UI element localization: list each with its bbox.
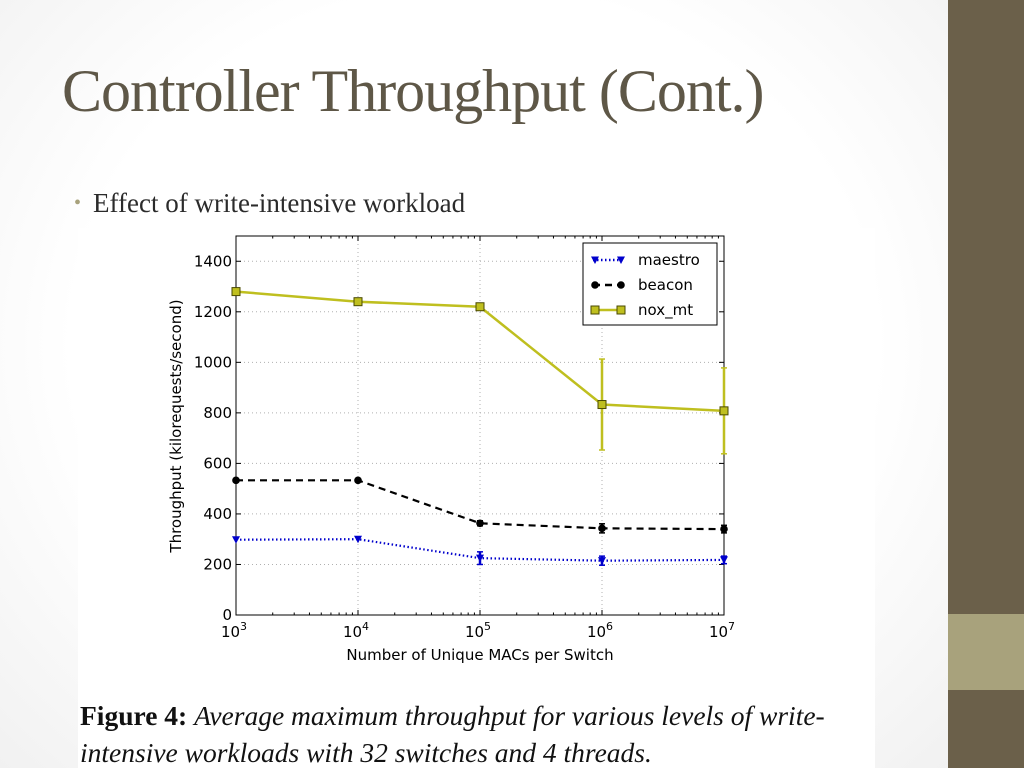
- y-tick-label: 0: [222, 606, 232, 624]
- x-tick-label: 104: [343, 620, 369, 641]
- data-point: [591, 281, 599, 289]
- y-tick-label: 1200: [194, 303, 232, 321]
- data-point: [232, 476, 240, 485]
- data-point: [617, 256, 625, 264]
- data-point: [616, 305, 626, 315]
- data-point: [720, 525, 728, 533]
- data-point: [353, 297, 363, 307]
- axes: 0 200 400 600 800 1000 1200 1400 103 104 105 106 107: [194, 235, 735, 641]
- data-point: [475, 302, 485, 312]
- figure-caption: Figure 4: Average maximum throughput for…: [80, 697, 875, 771]
- slide-title: Controller Throughput (Cont.): [62, 58, 764, 124]
- series: [231, 287, 729, 566]
- side-decoration-accent: [948, 614, 1024, 690]
- legend: maestro beacon nox_mt: [582, 242, 718, 326]
- y-tick-label: 1400: [194, 252, 232, 270]
- bullet-text: Effect of write-intensive workload: [93, 188, 466, 218]
- data-point: [720, 556, 728, 564]
- series-line: [236, 479, 725, 531]
- bullet-marker: •: [74, 192, 82, 214]
- y-tick-label: 600: [203, 454, 232, 472]
- data-point: [719, 406, 729, 416]
- x-tick-label: 106: [587, 620, 613, 641]
- bullet-item: • Effect of write-intensive workload: [74, 188, 465, 219]
- data-point: [617, 281, 625, 289]
- figure-caption-text: Average maximum throughput for various l…: [80, 700, 825, 768]
- throughput-chart: 0 200 400 600 800 1000 1200 1400 103 104 105 106 107…: [167, 235, 735, 664]
- data-point: [598, 557, 606, 565]
- data-point: [231, 287, 241, 297]
- data-point: [476, 519, 484, 528]
- data-point: [232, 536, 240, 544]
- data-point: [590, 305, 600, 315]
- legend-label: maestro: [638, 251, 700, 269]
- y-tick-label: 200: [203, 555, 232, 573]
- legend-label: nox_mt: [638, 301, 693, 320]
- data-point: [354, 535, 362, 544]
- data-point: [476, 554, 484, 563]
- series-nox_mt: [231, 287, 729, 455]
- y-axis-label: Throughput (kilorequests/second): [167, 299, 185, 553]
- x-tick-label: 107: [709, 620, 735, 641]
- data-point: [354, 476, 362, 485]
- series-maestro: [232, 535, 728, 566]
- legend-label: beacon: [638, 276, 693, 294]
- data-point: [598, 524, 606, 533]
- data-point: [597, 400, 607, 410]
- x-tick-label: 103: [221, 620, 247, 641]
- y-tick-label: 800: [203, 404, 232, 422]
- y-tick-label: 1000: [194, 353, 232, 371]
- y-tick-label: 400: [203, 505, 232, 523]
- series-beacon: [232, 476, 728, 534]
- x-axis-label: Number of Unique MACs per Switch: [346, 646, 613, 664]
- figure-panel: 0 200 400 600 800 1000 1200 1400 103 104 105 106 107…: [78, 228, 875, 768]
- data-point: [591, 256, 599, 264]
- x-tick-label: 105: [465, 620, 491, 641]
- figure-caption-label: Figure 4:: [80, 700, 188, 731]
